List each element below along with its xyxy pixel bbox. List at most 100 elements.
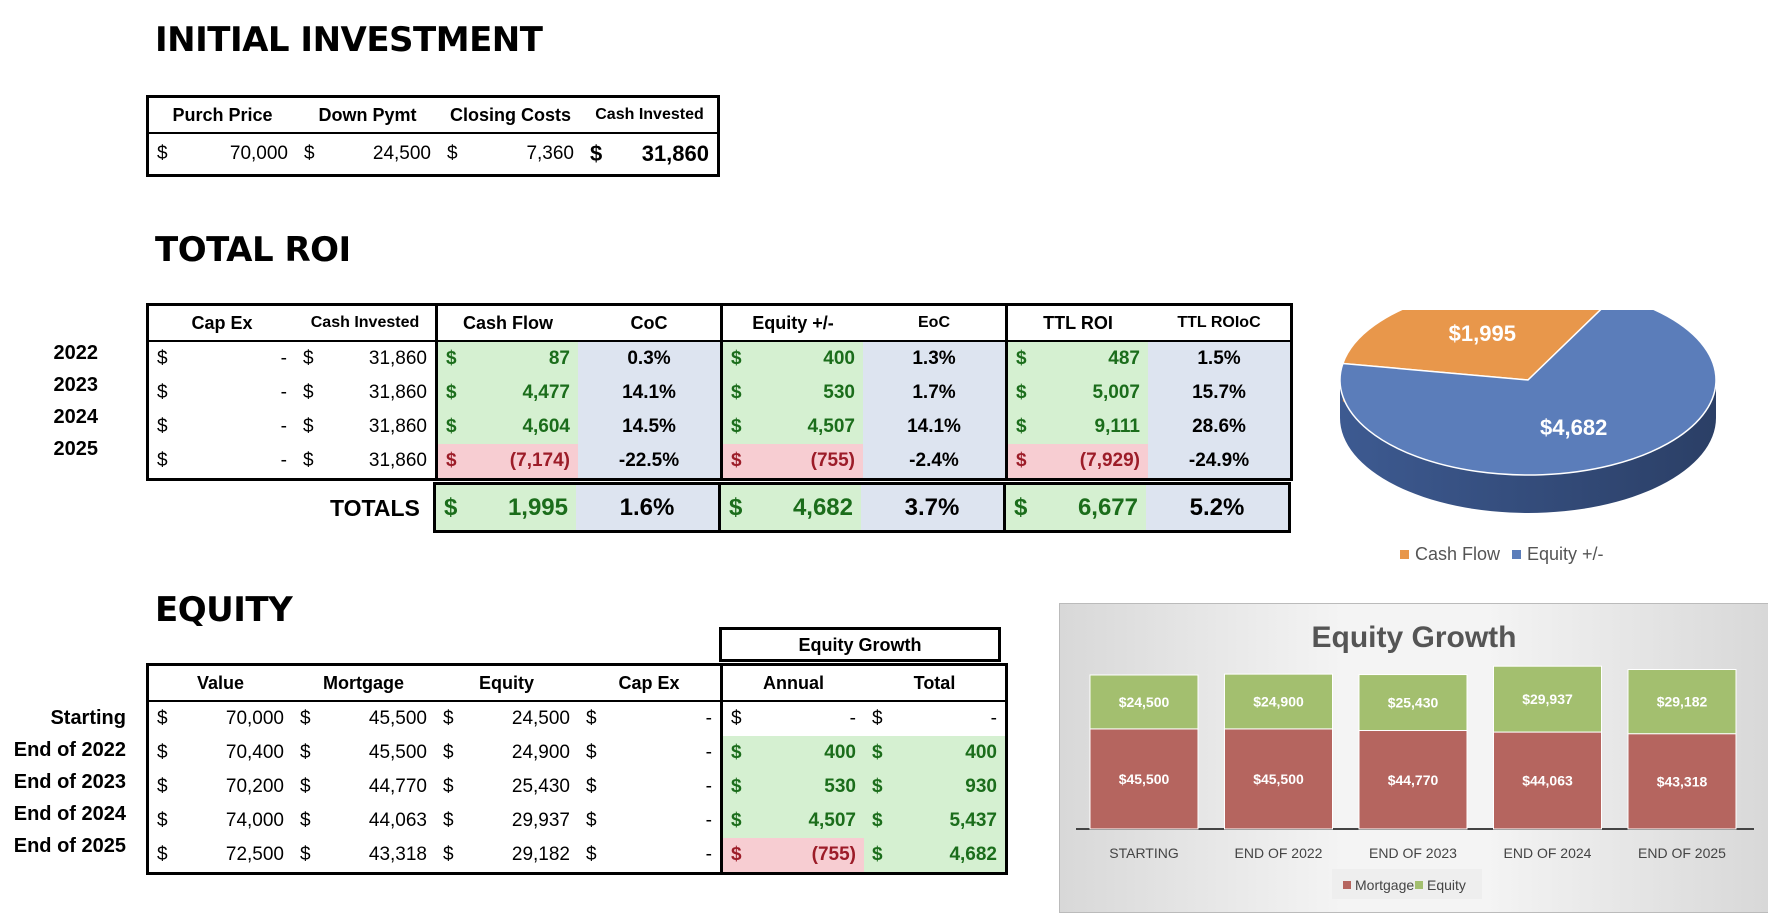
header-purch-price: Purch Price	[172, 104, 273, 125]
header-annual: Annual	[763, 672, 824, 693]
total-growth-cell: $4,682	[864, 838, 1007, 874]
value-cell-value: 70,400	[225, 742, 284, 763]
total-growth-cell-value: 930	[965, 776, 997, 797]
equity-change-cell: $ (755)	[721, 444, 863, 480]
legend-box	[1332, 869, 1482, 899]
mortgage-cell: $45,500	[292, 736, 435, 770]
ttl-roi-cell-value: (7,929)	[1079, 450, 1140, 471]
currency-symbol: $	[872, 810, 883, 831]
ttl-roioc-cell: 28.6%	[1148, 410, 1292, 444]
total-ttl-roi-value: 6,677	[1077, 493, 1138, 521]
x-tick-label: END OF 2024	[1504, 845, 1592, 861]
currency-symbol: $	[300, 776, 311, 797]
mortgage-cell-value: 43,318	[368, 844, 427, 865]
bar-data-label: $45,500	[1119, 771, 1170, 787]
currency-symbol: $	[446, 382, 457, 403]
equity-cell: $24,900	[435, 736, 578, 770]
annual-growth-cell: $ -	[722, 701, 865, 736]
capex-cell-value: -	[280, 450, 287, 471]
cash-invested-cell-value: 31,860	[368, 348, 427, 369]
currency-symbol: $	[731, 776, 742, 797]
coc-cell: 0.3%	[578, 341, 723, 376]
header-equity: Equity	[478, 672, 534, 693]
mortgage-cell: $44,063	[292, 804, 435, 838]
header-mortgage: Mortgage	[323, 672, 404, 693]
equity-title: EQUITY	[155, 590, 293, 630]
currency-symbol: $	[443, 844, 454, 865]
cash-flow-cell-value: 4,604	[522, 416, 570, 437]
value-cell: $72,500	[148, 838, 293, 874]
pie-slice-cash-flow	[1341, 310, 1602, 381]
total-equity-value: 4,682	[792, 493, 853, 521]
bar-equity	[1358, 674, 1468, 732]
equity-cell-value: 29,182	[511, 844, 570, 865]
cash-flow-cell: $4,477	[436, 376, 578, 410]
eoc-cell: 1.3%	[863, 341, 1008, 376]
currency-symbol: $	[157, 416, 168, 437]
year-label-2023: 2023	[53, 374, 99, 396]
header-cash-flow: Cash Flow	[462, 312, 553, 333]
currency-symbol: $	[157, 708, 168, 729]
cash-invested-cell: $31,860	[295, 341, 438, 376]
equity-cell: $24,500	[435, 701, 578, 736]
cash-flow-cell: $4,604	[436, 410, 578, 444]
equity-row-labels: Starting End of 2022 End of 2023 End of 202…	[4, 702, 136, 862]
cash-flow-cell: $ (7,174)	[436, 444, 578, 480]
total-growth-cell: $930	[864, 770, 1007, 804]
currency-symbol: $	[157, 382, 168, 403]
currency-symbol: $	[731, 382, 742, 403]
bar-equity	[1627, 669, 1737, 735]
currency-symbol: $	[304, 142, 315, 164]
legend-swatch	[1512, 550, 1521, 559]
x-tick-label: END OF 2025	[1638, 845, 1726, 861]
equity-row-label: End of 2025	[13, 835, 126, 857]
header-coc: CoC	[578, 304, 723, 341]
currency-symbol: $	[443, 776, 454, 797]
header-cap-ex: Cap Ex	[578, 664, 723, 701]
annual-growth-cell-value: (755)	[811, 844, 856, 865]
equity-row-label: End of 2022	[13, 739, 126, 761]
bar-equity	[1089, 674, 1199, 730]
cash-invested-cell-value: 31,860	[368, 416, 427, 437]
capex-cell-value: -	[705, 776, 712, 797]
currency-symbol: $	[1016, 416, 1027, 437]
initial-investment-title: INITIAL INVESTMENT	[155, 20, 543, 60]
cell-closing-costs: $7,360	[439, 133, 582, 175]
equity-cell-value: 29,937	[511, 810, 570, 831]
cell-purch-price: $70,000	[148, 133, 297, 175]
currency-symbol: $	[731, 708, 742, 729]
currency-symbol: $	[447, 142, 458, 164]
x-tick-label: END OF 2023	[1369, 845, 1457, 861]
cash-flow-cell: $87	[436, 341, 578, 376]
coc-cell: 14.1%	[578, 376, 723, 410]
currency-symbol: $	[872, 742, 883, 763]
capex-cell: $ -	[148, 410, 296, 444]
bar-data-label: $45,500	[1253, 771, 1304, 787]
currency-symbol: $	[443, 810, 454, 831]
capex-cell-value: -	[280, 348, 287, 369]
currency-symbol: $	[590, 140, 603, 166]
total-roi-title: TOTAL ROI	[155, 230, 351, 270]
currency-symbol: $	[303, 416, 314, 437]
currency-symbol: $	[157, 844, 168, 865]
cash-invested-cell: $31,860	[295, 410, 438, 444]
capex-cell: $ -	[148, 376, 296, 410]
currency-symbol: $	[731, 416, 742, 437]
capex-cell: $ -	[148, 341, 296, 376]
total-growth-cell-value: 4,682	[949, 844, 997, 865]
total-growth-cell-value: 5,437	[949, 810, 997, 831]
annual-growth-cell-value: 4,507	[808, 810, 856, 831]
coc-cell: 14.5%	[578, 410, 723, 444]
currency-symbol: $	[300, 810, 311, 831]
header-eoc: EoC	[863, 304, 1008, 341]
eoc-cell: 14.1%	[863, 410, 1008, 444]
capex-cell: $ -	[578, 770, 723, 804]
ttl-roioc-cell: -24.9%	[1148, 444, 1292, 480]
equity-change-cell: $530	[721, 376, 863, 410]
currency-symbol: $	[157, 142, 168, 164]
bar-data-label: $29,182	[1657, 694, 1708, 710]
currency-symbol: $	[446, 450, 457, 471]
cash-flow-cell-value: (7,174)	[509, 450, 570, 471]
total-growth-cell: $400	[864, 736, 1007, 770]
table-row: $74,000 $44,063 $29,937 $ - $4,507 $5,437	[148, 804, 1007, 838]
